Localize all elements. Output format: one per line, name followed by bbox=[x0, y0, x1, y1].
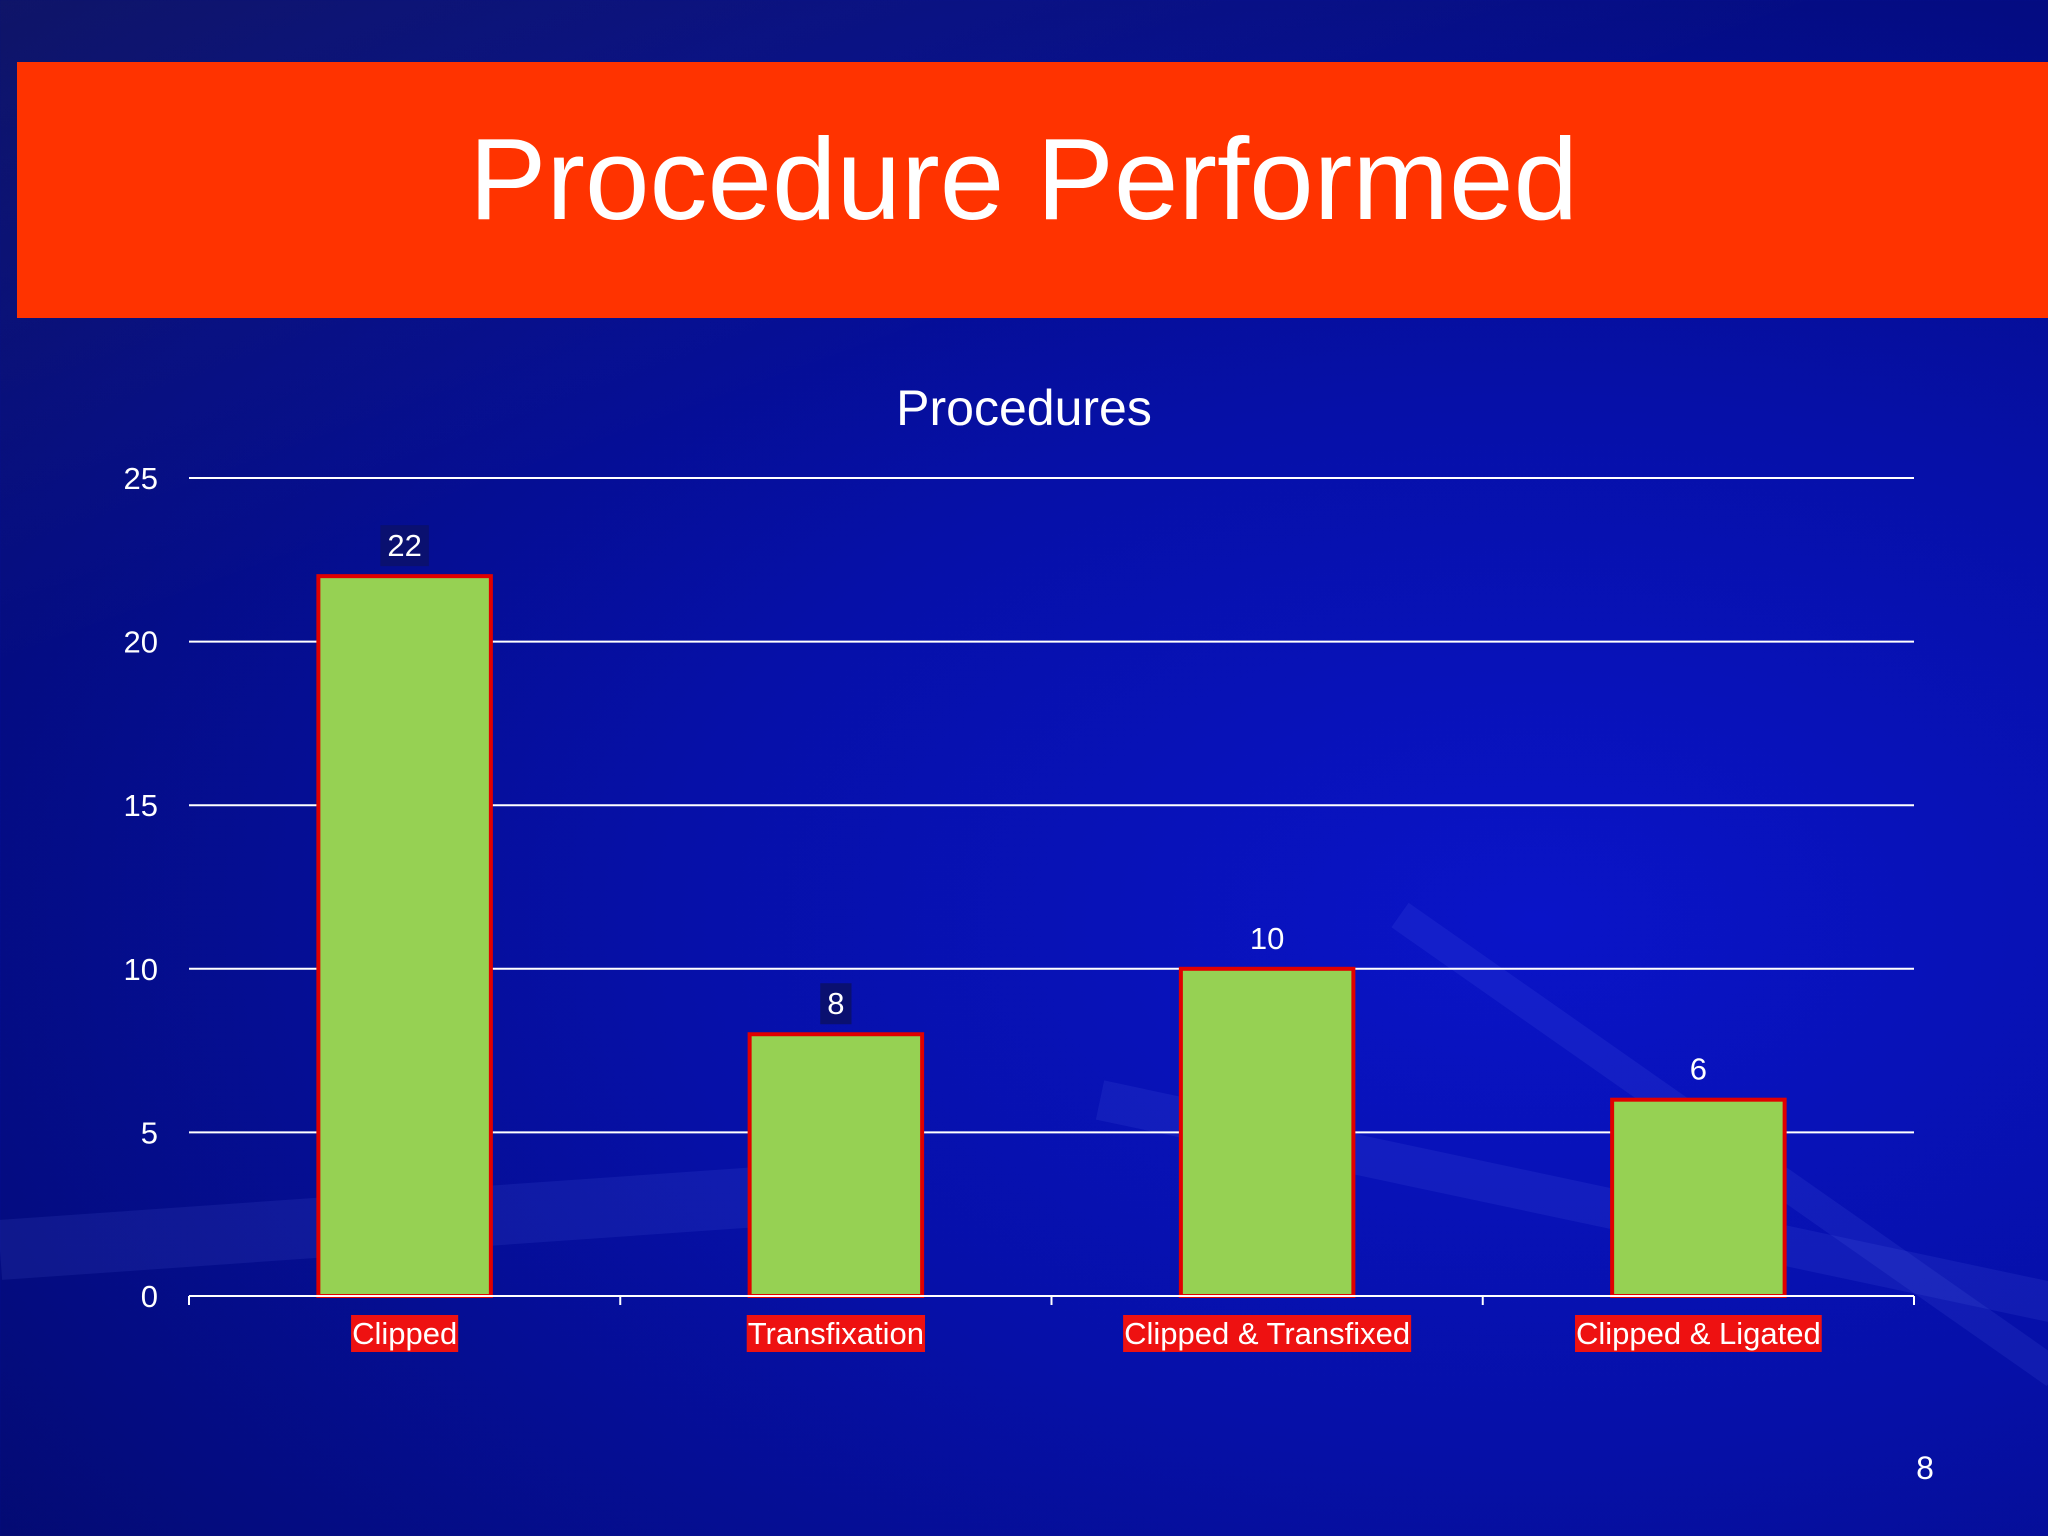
data-label: 6 bbox=[1690, 1052, 1707, 1087]
bar bbox=[747, 1032, 925, 1298]
title-banner: Procedure Performed bbox=[17, 62, 2048, 318]
category-label-background bbox=[746, 1315, 926, 1352]
category-label: Clipped & Ligated bbox=[1576, 1316, 1821, 1351]
bar bbox=[316, 574, 493, 1298]
data-label-background bbox=[820, 983, 852, 1025]
category-label-background bbox=[1123, 1315, 1412, 1352]
bars: 22 8 10 6 bbox=[316, 525, 1787, 1299]
y-axis: 0 5 10 15 20 25 bbox=[124, 461, 158, 1314]
y-tick-label: 0 bbox=[141, 1279, 158, 1314]
y-tick-label: 25 bbox=[124, 461, 158, 496]
chart-title: Procedures bbox=[896, 380, 1152, 436]
category-label: Clipped bbox=[352, 1316, 457, 1351]
y-tick-label: 10 bbox=[124, 952, 158, 987]
data-label: 10 bbox=[1250, 921, 1284, 956]
category-label: Clipped & Transfixed bbox=[1124, 1316, 1410, 1351]
page-number: 8 bbox=[1916, 1450, 1934, 1486]
y-tick-label: 20 bbox=[124, 625, 158, 660]
category-label: Transfixation bbox=[748, 1316, 924, 1351]
category-label-background bbox=[351, 1315, 459, 1352]
data-label-background bbox=[380, 525, 429, 567]
y-tick-label: 15 bbox=[124, 788, 158, 823]
x-axis: Clipped Transfixation Clipped & Transfixed… bbox=[188, 1295, 1915, 1352]
category-label-background bbox=[1575, 1315, 1822, 1352]
y-tick-label: 5 bbox=[141, 1115, 158, 1150]
bar bbox=[1610, 1097, 1787, 1299]
bar bbox=[1178, 966, 1356, 1298]
slide-title: Procedure Performed bbox=[469, 114, 1578, 244]
data-label: 8 bbox=[827, 986, 844, 1021]
data-label: 22 bbox=[387, 528, 421, 563]
